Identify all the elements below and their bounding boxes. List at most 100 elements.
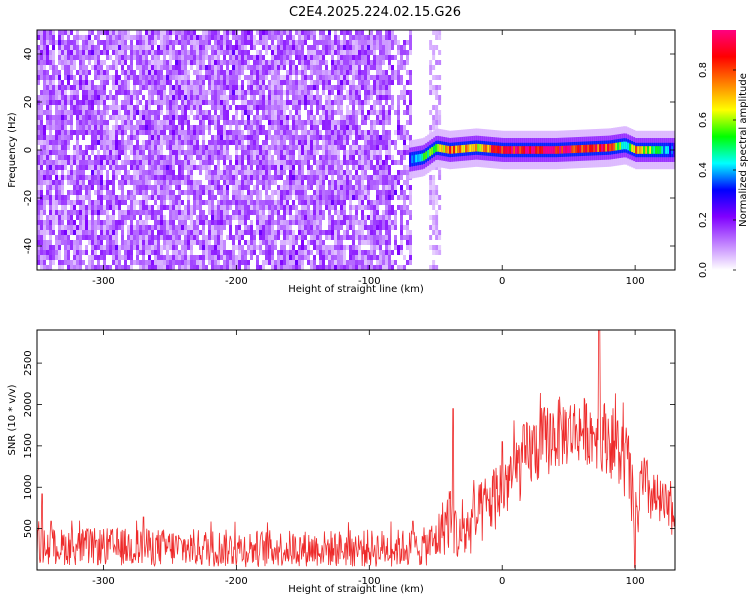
spectrogram-cell [268,180,271,185]
spectrogram-cell [295,195,298,200]
spectrogram-cell [151,145,154,150]
spectrogram-cell [301,70,304,75]
spectrogram-cell [307,130,310,135]
spectrogram-cell [175,180,178,185]
spectrogram-cell [196,205,199,210]
spectrogram-cell [373,185,376,190]
spectrogram-cell [283,205,286,210]
spectrogram-cell [190,65,193,70]
spectrogram-cell [61,190,64,195]
spectrogram-cell [40,130,43,140]
spectrogram-cell [121,240,124,245]
spectrogram-cell [328,150,331,155]
spectrogram-cell [379,175,382,180]
spectrogram-cell [172,160,175,165]
spectrogram-cell [52,70,55,75]
spectrogram-cell [145,215,148,220]
spectrogram-cell [190,110,193,115]
spectrogram-cell [217,90,220,100]
spectrogram-cell [142,85,145,90]
spectrogram-cell [346,225,349,230]
spectrogram-cell [157,245,160,250]
spectrogram-cell [292,260,295,265]
spectrogram-cell [205,75,208,80]
spectrogram-cell [271,210,274,215]
spectrogram-cell [295,265,298,270]
spectrogram-cell [250,255,253,260]
spectrogram-cell [154,110,157,115]
spectrogram-cell [112,160,115,165]
spectrogram-cell [337,75,340,80]
spectrogram-cell [133,125,136,130]
spectrogram-cell [115,175,118,180]
spectrogram-cell [373,110,376,115]
spectrogram-cell [403,95,406,100]
spectrogram-cell [397,265,400,270]
spectrogram-cell [379,50,382,55]
spectrogram-cell [130,150,133,155]
spectrogram-cell [271,95,274,100]
spectrogram-cell [409,50,412,55]
spectrogram-cell [432,205,436,210]
spectrogram-cell [262,250,265,255]
spectrogram-cell [268,30,271,40]
spectrogram-cell [79,240,82,245]
spectrogram-cell [253,250,256,255]
spectrogram-cell [295,115,298,120]
spectrogram-cell [58,150,61,155]
spectrogram-cell [304,255,307,260]
spectrogram-cell [49,150,52,155]
spectrogram-cell [235,140,238,145]
spectrogram-cell [229,180,232,185]
spectrogram-cell [229,205,232,210]
spectrogram-cell [145,200,148,205]
spectrogram-cell [163,170,166,175]
spectrogram-cell [415,154,418,163]
spectrogram-cell [223,265,226,270]
spectrogram-cell [334,135,337,140]
spectrogram-cell [40,190,43,195]
spectrogram-cell [274,80,277,85]
spectrogram-cell [313,170,316,175]
spectrogram-cell [127,65,130,70]
spectrogram-cell [154,155,157,160]
spectrogram-cell [310,80,313,85]
spectrogram-cell [130,225,133,235]
spectrogram-cell [67,175,70,180]
spectrogram-cell [438,75,442,80]
spectrogram-cell [76,255,79,260]
spectrogram-cell [94,235,97,245]
spectrogram-cell [76,115,79,120]
spectrogram-cell [46,115,49,120]
spectrogram-cell [238,210,241,215]
spectrogram-cell [340,175,343,180]
spectrogram-cell [370,50,373,55]
spectrogram-cell [417,154,420,162]
spectrogram-cell [403,265,406,270]
spectrogram-cell [388,185,391,190]
spectrogram-cell [121,115,124,120]
spectrogram-cell [352,105,355,110]
spectrogram-cell [70,100,73,105]
spectrogram-cell [202,40,205,45]
spectrogram-cell [304,140,307,145]
spectrogram-cell [438,120,442,125]
spectrogram-cell [268,70,271,75]
spectrogram-cell [208,220,211,225]
spectrogram-cell [175,245,178,250]
spectrogram-cell [208,210,211,215]
spectrogram-cell [232,45,235,50]
spectrogram-cell [103,225,106,230]
spectrogram-cell [205,110,208,115]
spectrogram-cell [343,170,346,175]
spectrogram-cell [250,155,253,160]
spectrogram-cell [214,180,217,185]
spectrogram-cell [49,210,52,215]
spectrogram-cell [226,175,229,180]
spectrogram-cell [388,205,391,210]
spectrogram-cell [196,180,199,185]
spectrogram-cell [328,210,331,215]
spectrogram-cell [319,115,322,120]
spectrogram-cell [187,115,190,120]
spectrogram-cell [283,90,286,95]
